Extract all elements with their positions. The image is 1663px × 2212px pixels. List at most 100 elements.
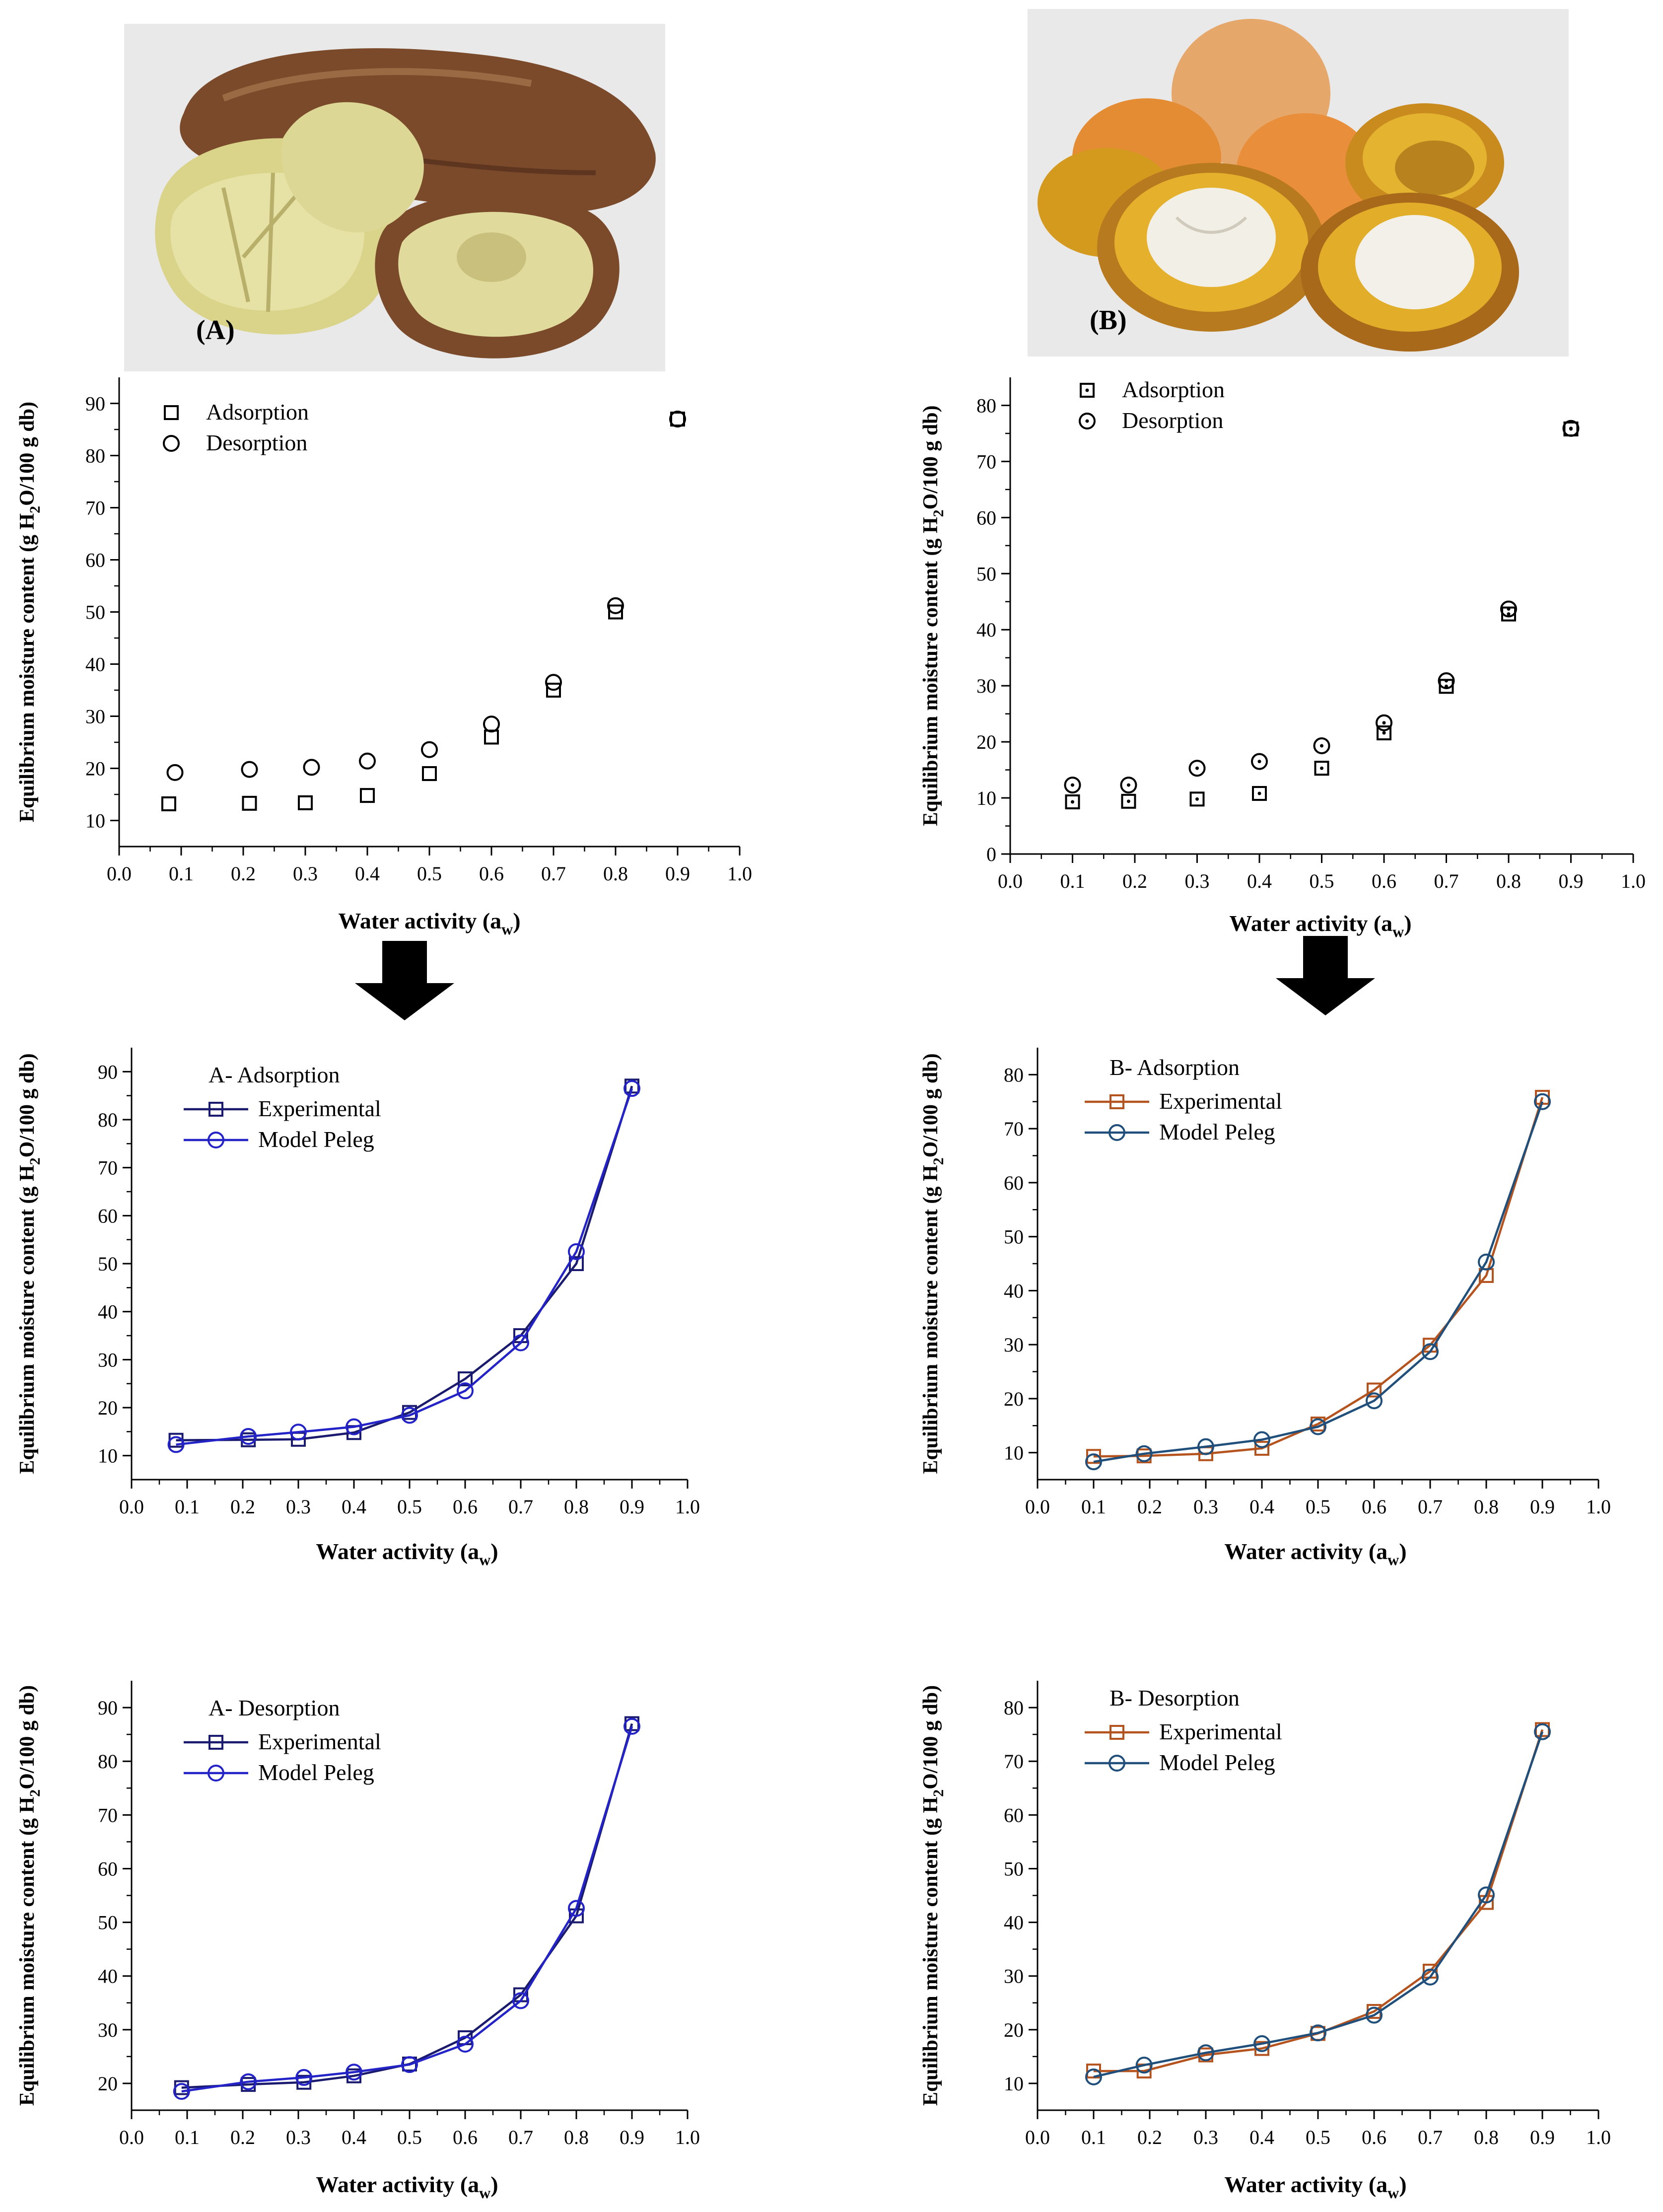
data-point [346, 2064, 362, 2081]
y-tick-label: 80 [98, 1750, 118, 1773]
y-tick-label: 50 [976, 563, 996, 585]
x-axis-label: Water activity (aw) [316, 1539, 498, 1569]
legend-label: Experimental [1159, 1088, 1282, 1114]
y-tick-label: 90 [85, 393, 105, 415]
y-tick-label: 80 [85, 445, 105, 467]
x-tick-label: 0.0 [119, 1496, 144, 1518]
chart-A-desorption: 0.0 0.1 0.2 0.3 0.4 0.5 0.6 0.7 0.8 0.9 1.0 20 30 40 5… [16, 1681, 700, 2202]
x-tick-label: 0.6 [479, 862, 504, 885]
data-point [359, 752, 376, 770]
x-tick-label: 0.8 [564, 2126, 589, 2148]
x-tick-label: 0.1 [1060, 870, 1085, 892]
series-line [176, 1085, 633, 1441]
x-tick-label: 0.1 [169, 862, 194, 885]
y-tick-label: 40 [1004, 1912, 1024, 1934]
y-tick-label: 30 [98, 2019, 118, 2041]
data-point [1534, 1093, 1551, 1110]
y-tick-label: 80 [1004, 1697, 1024, 1719]
y-tick-label: 50 [1004, 1226, 1024, 1248]
series-experimental [1086, 1090, 1550, 1464]
x-tick-label: 0.4 [1249, 1496, 1274, 1518]
data-point [512, 1992, 529, 2009]
y-axis-label: Equilibrium moisture content (g H2O/100 … [16, 1053, 43, 1474]
data-point [360, 788, 375, 803]
data-point-dot [1126, 783, 1130, 787]
y-tick-label: 30 [98, 1349, 118, 1371]
x-tick-label: 1.0 [1586, 2126, 1611, 2148]
x-tick-label: 0.2 [1122, 870, 1147, 892]
y-tick-label: 40 [976, 619, 996, 641]
x-tick-label: 0.5 [1310, 870, 1334, 892]
x-tick-label: 0.3 [1185, 870, 1210, 892]
data-point [161, 796, 176, 811]
data-point [1313, 737, 1330, 755]
y-axis-label: Equilibrium moisture content (g H2O/100 … [16, 1685, 43, 2106]
y-tick-label: 20 [98, 2072, 118, 2095]
data-point [1438, 672, 1455, 690]
data-point [173, 2083, 190, 2100]
x-tick-label: 0.3 [286, 1496, 311, 1518]
chart-B-isotherms: 0.0 0.1 0.2 0.3 0.4 0.5 0.6 0.7 0.8 0.9 1.0 0 10 20 30… [919, 377, 1646, 940]
data-point-dot [1569, 427, 1573, 430]
legend-marker [208, 1102, 223, 1117]
x-tick-label: 0.5 [1306, 1496, 1330, 1518]
data-point-dot [1071, 800, 1074, 804]
data-point [303, 759, 320, 776]
x-tick-label: 0.5 [417, 862, 442, 885]
series-line [181, 1726, 633, 2093]
x-tick-label: 0.4 [1247, 870, 1272, 892]
data-point [608, 604, 623, 620]
x-tick-label: 0.6 [1362, 2126, 1386, 2148]
data-point [1310, 2024, 1326, 2042]
x-tick-label: 0.7 [1418, 1496, 1443, 1518]
data-point [670, 412, 685, 427]
legend: A- Desorption Experimental Model Peleg [184, 1695, 381, 1785]
data-point [422, 766, 437, 781]
data-point [1197, 1438, 1214, 1455]
series-line [1093, 1101, 1544, 1463]
data-point [1253, 1431, 1270, 1448]
y-tick-label: 10 [976, 787, 996, 809]
legend-marker [208, 1132, 224, 1148]
y-tick-label: 40 [1004, 1280, 1024, 1302]
y-tick-label: 50 [98, 1253, 118, 1275]
legend-marker [1109, 1124, 1125, 1141]
data-point [295, 2069, 313, 2086]
x-tick-label: 1.0 [727, 862, 752, 885]
x-tick-label: 0.6 [453, 2126, 478, 2148]
legend-label: Model Peleg [258, 1127, 374, 1152]
x-tick-label: 0.7 [1418, 2126, 1443, 2148]
legend-marker [1109, 1725, 1124, 1740]
y-tick-label: 40 [85, 653, 105, 676]
x-tick-label: 0.9 [1559, 870, 1584, 892]
data-point [1310, 1418, 1326, 1435]
y-tick-label: 40 [98, 1965, 118, 1988]
data-point [546, 683, 561, 698]
data-point [240, 1428, 257, 1445]
data-point [1253, 2035, 1270, 2052]
y-tick-label: 70 [976, 450, 996, 473]
y-tick-label: 0 [986, 843, 996, 865]
x-axis-label: Water activity (aw) [1229, 911, 1411, 940]
photo-a: (A) [124, 24, 665, 371]
series-model-peleg [173, 1717, 640, 2100]
chart-A-isotherms: 0.0 0.1 0.2 0.3 0.4 0.5 0.6 0.7 0.8 0.9 1.0 10 20 30 4… [16, 377, 752, 938]
y-tick-label: 70 [85, 497, 105, 519]
data-point [1085, 1453, 1102, 1471]
data-point-dot [1382, 731, 1386, 735]
y-axis-label: Equilibrium moisture content (g H2O/100 … [16, 402, 43, 822]
x-tick-label: 0.8 [1496, 870, 1521, 892]
x-tick-label: 0.9 [620, 1496, 644, 1518]
data-point [669, 411, 686, 428]
x-tick-label: 0.7 [541, 862, 566, 885]
data-point [1376, 714, 1392, 731]
y-tick-label: 30 [976, 675, 996, 697]
data-point [457, 2036, 474, 2053]
legend-label: Experimental [1159, 1719, 1282, 1744]
legend-marker [1080, 383, 1095, 398]
data-point [1254, 1440, 1269, 1456]
y-axis-label: Equilibrium moisture content (g H2O/100 … [919, 1053, 947, 1474]
x-tick-label: 0.3 [1193, 2126, 1218, 2148]
data-point-dot [1320, 766, 1323, 770]
x-tick-label: 0.1 [1081, 2126, 1106, 2148]
